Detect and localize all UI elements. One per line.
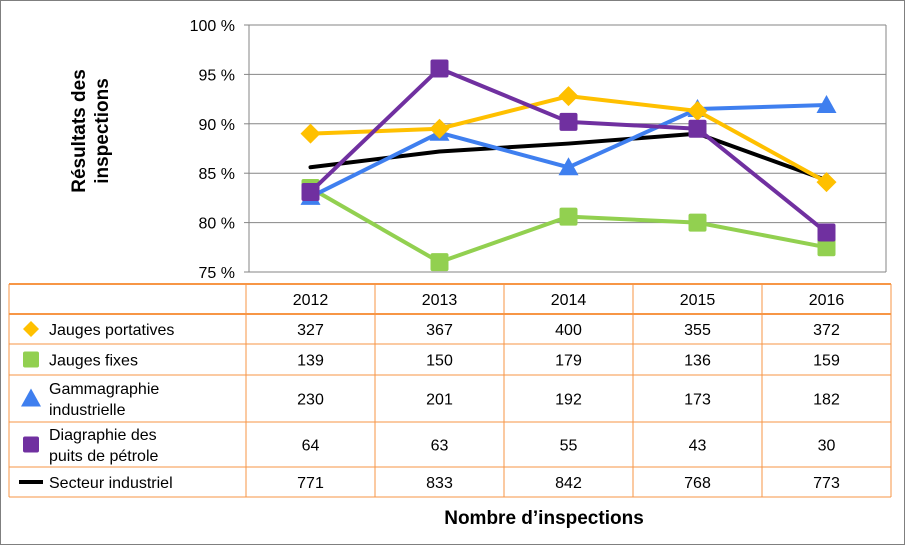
table-cell: 30 xyxy=(818,438,836,455)
data-point xyxy=(817,238,836,257)
data-point xyxy=(300,123,321,144)
table-cell: 768 xyxy=(684,475,711,492)
gridlines xyxy=(244,24,887,273)
table-cell: 327 xyxy=(297,322,324,339)
data-point xyxy=(559,207,578,226)
legend-marker xyxy=(23,436,39,453)
x-axis-title: Nombre d’inspections xyxy=(444,508,644,529)
table-cell: 159 xyxy=(813,353,840,370)
legend-label: Secteur industriel xyxy=(49,475,173,492)
data-point xyxy=(559,112,578,131)
table-cell: 372 xyxy=(813,322,840,339)
data-point xyxy=(687,100,708,121)
legend-marker xyxy=(23,321,39,337)
legend-label: Diagraphie des xyxy=(49,427,157,444)
legend-label: industrielle xyxy=(49,402,126,419)
data-point xyxy=(816,172,837,193)
table-cell: 773 xyxy=(813,475,840,492)
y-axis-title-line: Résultats des xyxy=(69,69,90,193)
y-axis-ticks: 75 % 80 % 85 % 90 % 95 % 100 % xyxy=(190,18,235,282)
table-cell: 771 xyxy=(297,475,324,492)
series-secteur-industriel xyxy=(308,131,829,183)
legend-marker xyxy=(23,351,39,368)
y-tick-label: 80 % xyxy=(199,216,235,233)
table-cell: 150 xyxy=(426,353,453,370)
data-point xyxy=(430,59,449,78)
x-tick-label: 2014 xyxy=(551,292,587,309)
y-tick-label: 90 % xyxy=(199,117,235,134)
data-point xyxy=(429,118,450,139)
y-axis-title: Résultats des inspections xyxy=(69,69,113,193)
series-lines xyxy=(300,59,837,272)
series-jauges-portatives xyxy=(300,86,837,193)
legend-label: Gammagraphie xyxy=(49,381,159,398)
table-cell: 842 xyxy=(555,475,582,492)
table-cell: 179 xyxy=(555,353,582,370)
table-cell: 400 xyxy=(555,322,582,339)
table-cell: 201 xyxy=(426,392,453,409)
data-point xyxy=(558,86,579,107)
y-tick-label: 75 % xyxy=(199,265,235,282)
table-cell: 136 xyxy=(684,353,711,370)
legend-marker xyxy=(21,388,41,407)
data-point xyxy=(817,223,836,242)
table-cell: 192 xyxy=(555,392,582,409)
legend-label: puits de pétrole xyxy=(49,448,159,465)
series-diagraphie-des-puits-de-p-trole xyxy=(301,59,836,242)
table-cell: 63 xyxy=(431,438,449,455)
table-cell: 173 xyxy=(684,392,711,409)
data-point xyxy=(688,213,707,232)
data-point xyxy=(301,182,320,201)
table-cell: 64 xyxy=(302,438,320,455)
x-tick-label: 2013 xyxy=(422,292,458,309)
y-tick-label: 85 % xyxy=(199,166,235,183)
table-cell: 230 xyxy=(297,392,324,409)
y-axis-title-line: inspections xyxy=(92,78,113,184)
data-point xyxy=(688,119,707,138)
legend-label: Jauges fixes xyxy=(49,353,138,370)
table-cell: 43 xyxy=(689,438,707,455)
table-cell: 367 xyxy=(426,322,453,339)
x-tick-label: 2012 xyxy=(293,292,329,309)
data-point xyxy=(816,95,837,114)
data-point xyxy=(558,157,579,176)
x-tick-label: 2015 xyxy=(680,292,716,309)
table-cell: 139 xyxy=(297,353,324,370)
y-tick-label: 95 % xyxy=(199,67,235,84)
table-cell: 833 xyxy=(426,475,453,492)
y-tick-label: 100 % xyxy=(190,18,235,35)
data-point xyxy=(430,253,449,272)
series-jauges-fixes xyxy=(301,179,836,272)
table-cell: 55 xyxy=(560,438,578,455)
table-cell: 182 xyxy=(813,392,840,409)
series-line xyxy=(308,131,829,183)
x-tick-label: 2016 xyxy=(809,292,845,309)
data-table: 2012 2013 2014 2015 2016 Jauges portatives 327… xyxy=(8,283,892,498)
legend-label: Jauges portatives xyxy=(49,322,174,339)
table-cell: 355 xyxy=(684,322,711,339)
series-gammagraphie-industrielle xyxy=(300,95,837,205)
